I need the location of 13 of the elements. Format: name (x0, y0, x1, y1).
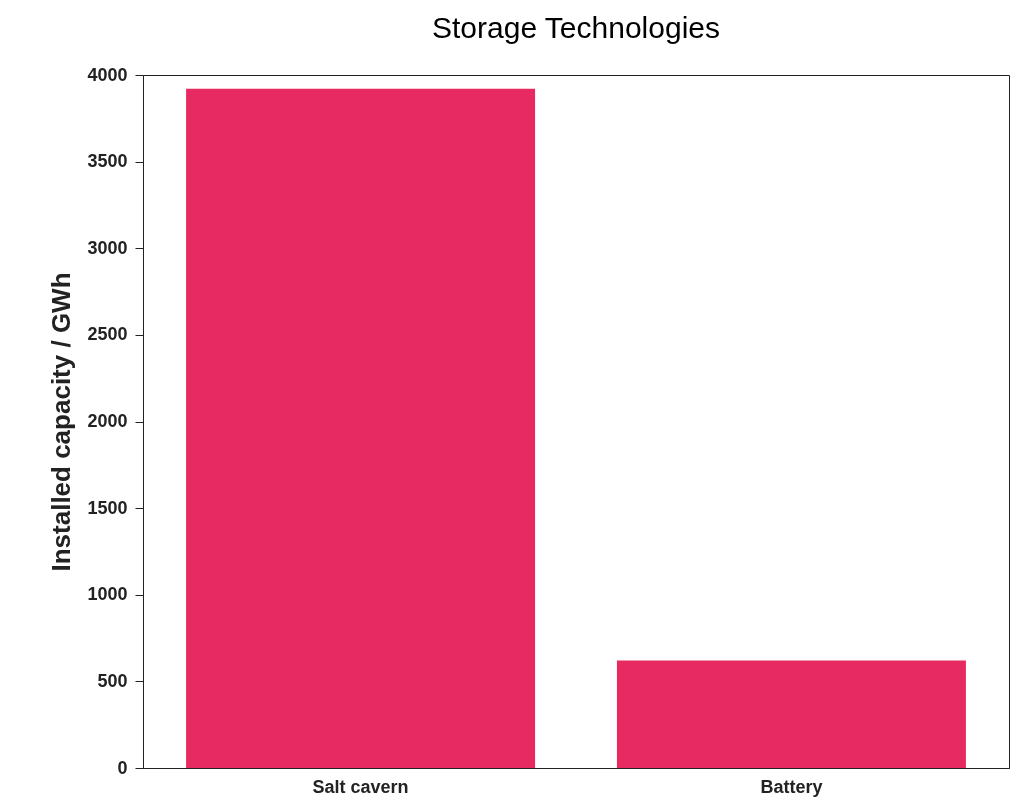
y-tick-label: 4000 (87, 64, 128, 85)
y-axis-title: Installed capacity / GWh (46, 272, 77, 572)
y-tick-label: 500 (97, 670, 128, 691)
x-tick-label: Salt cavern (312, 776, 409, 797)
y-tick-label: 2500 (87, 324, 128, 345)
chart-title: Storage Technologies (432, 11, 720, 44)
y-tick-label: 0 (117, 757, 128, 778)
y-tick-label: 3000 (87, 237, 128, 258)
y-tick-label: 1000 (87, 584, 128, 605)
y-tick-label: 2000 (87, 411, 128, 431)
x-tick-label: Battery (760, 776, 823, 797)
y-tick-label: 3500 (87, 151, 128, 172)
y-tick-label: 1500 (87, 497, 128, 518)
